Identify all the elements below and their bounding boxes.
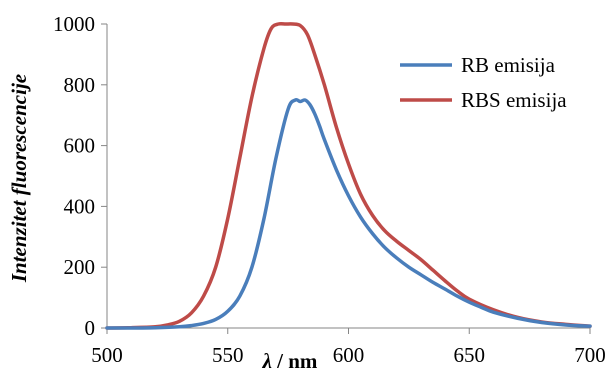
y-tick-label: 0 — [85, 316, 96, 340]
x-tick-label: 500 — [91, 343, 123, 367]
y-tick-label: 1000 — [53, 12, 95, 36]
series-line-rbs-emisija — [105, 21, 592, 330]
legend: RB emisija RBS emisija — [400, 53, 567, 112]
x-tick-label: 550 — [212, 343, 244, 367]
x-tick-label: 650 — [454, 343, 486, 367]
y-axis-title: Intenzitet fluorescencije — [7, 74, 31, 283]
y-tick-label: 600 — [64, 134, 96, 158]
series-line-rb-emisija — [105, 97, 592, 330]
x-tick-label: 700 — [574, 343, 606, 367]
x-tick-label: 600 — [333, 343, 365, 367]
y-tick-label: 400 — [64, 194, 96, 218]
axes: 0 200 400 600 800 1000 500 550 600 650 700 — [53, 12, 606, 367]
series-layer — [105, 21, 592, 330]
x-axis-title: λ / nm — [262, 349, 318, 373]
y-tick-label: 800 — [64, 73, 96, 97]
legend-label-rbs-emisija: RBS emisija — [461, 88, 567, 112]
legend-label-rb-emisija: RB emisija — [461, 53, 556, 77]
x-axis-symbol: λ — [262, 349, 272, 373]
y-tick-label: 200 — [64, 255, 96, 279]
x-axis-unit: / nm — [272, 349, 318, 373]
